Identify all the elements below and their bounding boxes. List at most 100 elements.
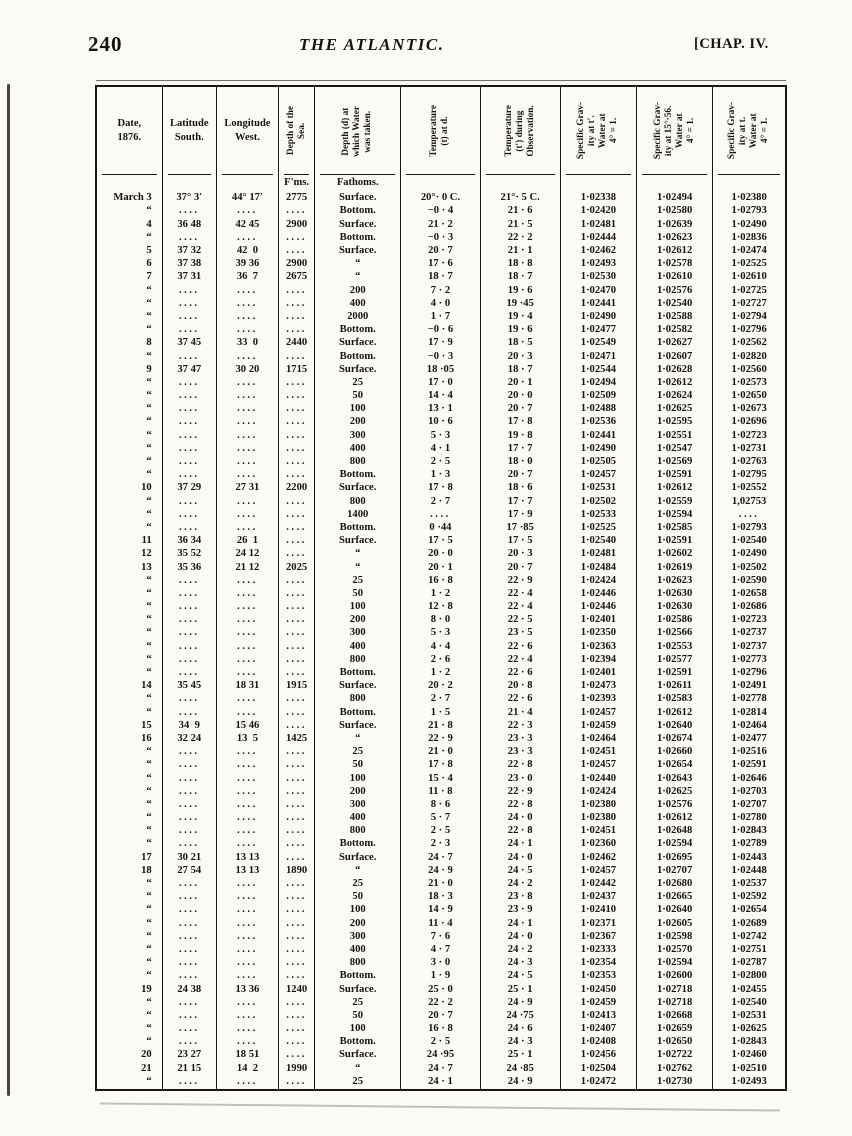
cell: .... bbox=[216, 389, 280, 403]
cell: “ bbox=[96, 745, 163, 760]
cell: .... bbox=[162, 429, 217, 443]
table-row: 6 37 38 39 36 2900 “17 · 6 18 · 8 1·02493 1·025… bbox=[96, 257, 786, 272]
cell: Surface. bbox=[314, 244, 402, 258]
cell: 1 · 5 bbox=[400, 706, 481, 720]
cell: .... bbox=[216, 429, 280, 443]
cell: 3 · 0 bbox=[400, 956, 481, 971]
cell: 20 · 8 bbox=[480, 679, 561, 694]
cell: 12 bbox=[96, 548, 163, 562]
cell: “ bbox=[96, 772, 163, 786]
cell: 1·02540 bbox=[636, 297, 714, 311]
cell: 36 48 bbox=[162, 218, 217, 232]
cell: 1·02408 bbox=[560, 1036, 638, 1050]
cell: 1·02481 bbox=[560, 218, 638, 232]
cell: .... bbox=[216, 745, 280, 760]
cell: 400 bbox=[314, 943, 402, 957]
cell: 39 36 bbox=[216, 257, 280, 272]
cell: 1·02591 bbox=[636, 468, 714, 483]
cell: 37 31 bbox=[162, 271, 217, 285]
table-row: “............ Bottom. −0 · 3 22 · 2 1·02444 1… bbox=[96, 231, 786, 245]
cell: 25 bbox=[314, 574, 402, 588]
cell: 1·02793 bbox=[731, 521, 767, 533]
cell: .... bbox=[162, 1022, 217, 1036]
cell: 1·02820 bbox=[731, 350, 767, 362]
cell: 24 · 1 bbox=[480, 917, 561, 931]
cell: 100 bbox=[314, 1022, 402, 1036]
cell: 1·02544 bbox=[560, 363, 638, 377]
cell: 2 · 7 bbox=[400, 693, 481, 707]
cell: 1·02610 bbox=[731, 271, 767, 283]
cell: 1·02643 bbox=[636, 772, 714, 786]
col-header-temperature-at-d: Temperature (t) at d. bbox=[400, 86, 481, 175]
cell: 2025 bbox=[278, 561, 316, 575]
cell: “ bbox=[96, 495, 163, 509]
cell: 1·02393 bbox=[560, 693, 638, 707]
cell: 22 · 2 bbox=[400, 996, 481, 1010]
cell: 37 47 bbox=[162, 363, 217, 377]
cell: “ bbox=[314, 548, 402, 562]
cell: .... bbox=[278, 1009, 316, 1023]
cell: .... bbox=[278, 719, 316, 733]
cell: 1·02594 bbox=[636, 838, 714, 852]
cell: 21 · 5 bbox=[480, 218, 561, 232]
cell: 17 · 8 bbox=[400, 759, 481, 773]
cell: 15 46 bbox=[216, 719, 280, 733]
cell: 17 · 6 bbox=[400, 257, 481, 272]
cell: 1·02448 bbox=[731, 864, 767, 876]
cell: 20 · 3 bbox=[480, 548, 561, 562]
cell: Surface. bbox=[314, 482, 402, 496]
cell: 21 12 bbox=[216, 561, 280, 575]
cell: “ bbox=[96, 350, 163, 364]
cell: 42 45 bbox=[216, 218, 280, 232]
cell: .... bbox=[162, 785, 217, 799]
cell: 1·02502 bbox=[560, 495, 638, 509]
cell: .... bbox=[216, 706, 280, 720]
col-header-label: Specific Grav- ity at t. Water at 4° = 1… bbox=[727, 102, 771, 160]
cell: 13 · 1 bbox=[400, 403, 481, 417]
cell: 27 31 bbox=[216, 482, 280, 496]
cell: Bottom. bbox=[314, 1036, 402, 1050]
cell: 1·02612 bbox=[636, 244, 714, 258]
cell: .... bbox=[216, 666, 280, 680]
cell: 22 · 8 bbox=[480, 759, 561, 773]
cell: 1·02446 bbox=[560, 600, 638, 614]
cell: .... bbox=[162, 1036, 217, 1050]
table-row: 8 37 45 33 0 2440 Surface. 17 · 9 18 · 5 1·0254… bbox=[96, 337, 786, 351]
cell: .... bbox=[216, 627, 280, 641]
cell: 24 · 5 bbox=[480, 864, 561, 878]
cell: .... bbox=[162, 706, 217, 720]
cell: .... bbox=[278, 614, 316, 628]
cell: .... bbox=[216, 574, 280, 588]
units-cell bbox=[216, 175, 280, 192]
table-row: “............ Bottom. −0 · 4 21 · 6 1·02420 1… bbox=[96, 205, 786, 219]
cell: 7 bbox=[96, 271, 163, 285]
cell: 200 bbox=[314, 785, 402, 799]
cell: 30 21 bbox=[162, 851, 217, 865]
cell: “ bbox=[96, 917, 163, 931]
cell: Surface. bbox=[314, 851, 402, 865]
cell: “ bbox=[96, 838, 163, 852]
cell: 1·02481 bbox=[560, 548, 638, 562]
col-header-specific-gravity-t-prime: Specific Grav- ity at t′. Water at 4° = … bbox=[560, 86, 638, 175]
cell: −0 · 3 bbox=[400, 231, 481, 245]
cell: 24 · 9 bbox=[480, 1075, 561, 1090]
cell: 1·02836 bbox=[731, 231, 767, 243]
cell: 1425 bbox=[278, 732, 316, 746]
cell: 1·02654 bbox=[636, 759, 714, 773]
cell: .... bbox=[162, 323, 217, 338]
cell: 1 · 2 bbox=[400, 587, 481, 601]
cell: 1·02474 bbox=[731, 245, 767, 257]
cell: .... bbox=[278, 310, 316, 324]
cell: 18 · 7 bbox=[400, 271, 481, 285]
table-body: March 3 37° 3′ 44° 17′ 2775 Surface. 20°· 0 C… bbox=[96, 192, 786, 1090]
cell: .... bbox=[162, 666, 217, 680]
table-row: “............ 300 8 · 6 22 · 8 1·02380 1·0257… bbox=[96, 798, 786, 812]
cell: 20°· 0 C. bbox=[400, 192, 481, 206]
cell: “ bbox=[96, 798, 163, 812]
cell: .... bbox=[162, 376, 217, 390]
cell: 1·02457 bbox=[560, 468, 638, 483]
cell: 24 · 0 bbox=[480, 930, 561, 944]
cell: 1·02491 bbox=[731, 680, 767, 692]
cell: 1·02787 bbox=[731, 957, 767, 969]
cell: 1·02443 bbox=[731, 851, 767, 863]
